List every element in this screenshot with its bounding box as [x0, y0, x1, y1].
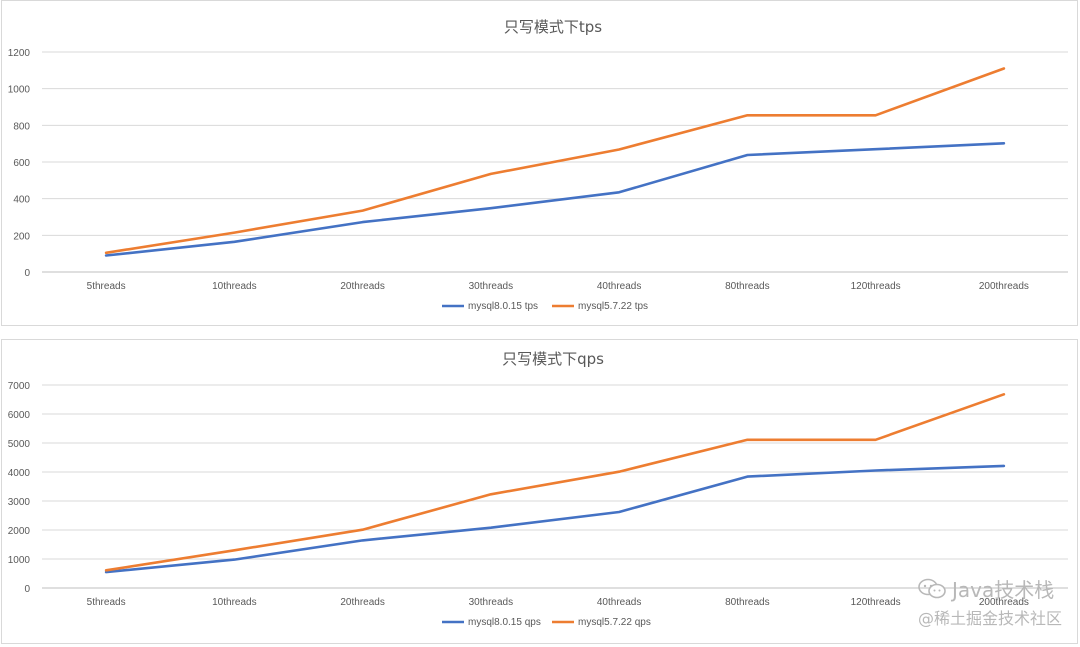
y-tick-label: 1000: [8, 555, 31, 566]
y-tick-label: 4000: [8, 468, 31, 479]
x-tick-label: 10threads: [212, 597, 256, 608]
series-line-1: [104, 464, 1006, 574]
tps-chart: 只写模式下tps 0 200 400 600 800 1000 1200 5threads 10t…: [8, 18, 1068, 312]
qps-chart: 只写模式下qps 0 1000 2000 3000 4000 5000 6000 7000 5th…: [8, 350, 1068, 628]
watermark-subtitle: @稀土掘金技术社区: [917, 609, 1062, 628]
legend-label: mysql5.7.22 tps: [578, 301, 648, 312]
chart-panel-tps: 只写模式下tps 0 200 400 600 800 1000 1200 5threads 10t…: [1, 0, 1078, 326]
y-tick-label: 1200: [8, 48, 31, 59]
x-tick-label: 120threads: [851, 597, 901, 608]
x-tick-label: 30threads: [469, 597, 513, 608]
x-tick-label: 200threads: [979, 597, 1029, 608]
y-tick-label: 600: [13, 158, 30, 169]
x-tick-label: 30threads: [469, 281, 513, 292]
y-tick-label: 6000: [8, 410, 31, 421]
x-tick-label: 200threads: [979, 281, 1029, 292]
x-tick-label: 5threads: [87, 597, 126, 608]
x-tick-label: 20threads: [340, 597, 384, 608]
wechat-icon: [918, 578, 946, 598]
y-tick-label: 0: [24, 268, 30, 279]
x-tick-label: 40threads: [597, 597, 641, 608]
series-line-2: [104, 67, 1006, 255]
x-tick-label: 20threads: [340, 281, 384, 292]
x-tick-label: 10threads: [212, 281, 256, 292]
x-tick-label: 80threads: [725, 597, 769, 608]
y-tick-label: 7000: [8, 381, 31, 392]
legend-label: mysql8.0.15 tps: [468, 301, 538, 312]
x-tick-label: 5threads: [87, 281, 126, 292]
y-tick-label: 1000: [8, 85, 31, 96]
watermark: Java技术栈 @稀土掘金技术社区: [918, 574, 1062, 629]
x-tick-label: 40threads: [597, 281, 641, 292]
legend-label: mysql8.0.15 qps: [468, 617, 541, 628]
y-tick-label: 200: [13, 231, 30, 242]
series-line-1: [104, 142, 1006, 257]
y-tick-label: 800: [13, 121, 30, 132]
chart-title: 只写模式下qps: [502, 350, 604, 368]
legend-label: mysql5.7.22 qps: [578, 617, 651, 628]
watermark-title: Java技术栈: [951, 578, 1055, 602]
y-tick-label: 0: [24, 584, 30, 595]
x-tick-label: 80threads: [725, 281, 769, 292]
x-tick-label: 120threads: [851, 281, 901, 292]
y-tick-label: 400: [13, 195, 30, 206]
series-line-2: [104, 392, 1006, 572]
y-tick-label: 2000: [8, 526, 31, 537]
y-tick-label: 3000: [8, 497, 31, 508]
chart-title: 只写模式下tps: [504, 18, 602, 36]
y-tick-label: 5000: [8, 439, 31, 450]
chart-panel-qps: 只写模式下qps 0 1000 2000 3000 4000 5000 6000 7000 5th…: [1, 339, 1078, 644]
